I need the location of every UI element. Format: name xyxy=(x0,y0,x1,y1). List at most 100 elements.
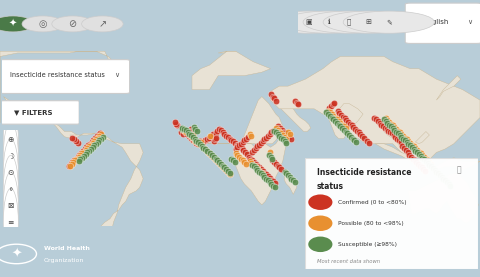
Point xyxy=(178,127,185,131)
Text: World Health: World Health xyxy=(44,246,90,251)
Point xyxy=(328,115,336,120)
Point xyxy=(287,136,294,141)
Point xyxy=(83,145,90,150)
Circle shape xyxy=(263,11,354,33)
FancyBboxPatch shape xyxy=(1,101,79,124)
Point xyxy=(188,135,196,139)
Point xyxy=(409,156,417,161)
Point xyxy=(222,134,230,138)
Point xyxy=(78,151,86,156)
Point xyxy=(391,125,398,129)
Point xyxy=(333,120,341,125)
Point xyxy=(219,130,227,135)
Point xyxy=(191,139,198,143)
Point xyxy=(186,133,194,138)
Point xyxy=(429,166,437,170)
Point xyxy=(179,127,186,131)
Point xyxy=(228,138,235,142)
Point xyxy=(420,167,427,171)
Point xyxy=(365,141,373,145)
Point xyxy=(342,126,349,130)
Point xyxy=(282,131,289,135)
Point xyxy=(95,132,102,136)
Point xyxy=(266,149,274,154)
Point xyxy=(267,177,275,182)
Point xyxy=(184,132,192,136)
Point xyxy=(73,156,81,161)
Point xyxy=(211,156,218,161)
Point xyxy=(199,139,207,144)
Point xyxy=(187,135,195,140)
Point xyxy=(231,141,239,145)
Point xyxy=(259,173,266,177)
Point xyxy=(93,134,101,138)
Point xyxy=(343,118,350,122)
Polygon shape xyxy=(113,7,175,48)
Circle shape xyxy=(82,16,123,32)
Polygon shape xyxy=(70,133,143,248)
Point xyxy=(334,109,342,114)
Point xyxy=(224,169,232,173)
Point xyxy=(212,131,219,135)
Point xyxy=(231,160,239,164)
Point xyxy=(422,156,430,161)
Point xyxy=(417,151,424,156)
Point xyxy=(411,148,419,153)
Polygon shape xyxy=(408,173,478,222)
Point xyxy=(268,156,276,161)
Point xyxy=(275,124,282,129)
Text: ◎: ◎ xyxy=(38,19,47,29)
Point xyxy=(238,145,246,150)
Point xyxy=(248,158,256,163)
Point xyxy=(205,136,213,140)
Point xyxy=(82,148,89,152)
Point xyxy=(397,132,405,136)
Text: English: English xyxy=(423,19,449,25)
Point xyxy=(329,102,336,107)
Point xyxy=(388,131,396,135)
Point xyxy=(212,156,219,161)
Point xyxy=(180,129,188,133)
Point xyxy=(374,119,382,123)
Point xyxy=(396,130,404,135)
Point xyxy=(185,130,192,135)
Point xyxy=(403,137,410,142)
Point xyxy=(268,158,276,163)
Point xyxy=(378,122,385,127)
Point xyxy=(85,148,93,153)
Point xyxy=(391,127,398,132)
Point xyxy=(200,146,208,150)
Point xyxy=(401,138,409,142)
Point xyxy=(363,139,371,143)
Point xyxy=(326,110,334,114)
Point xyxy=(347,135,355,139)
Point xyxy=(229,158,237,163)
Circle shape xyxy=(3,122,18,190)
Point xyxy=(337,113,345,117)
Text: ☽: ☽ xyxy=(7,152,14,161)
Point xyxy=(276,134,283,138)
Point xyxy=(84,146,91,150)
Point xyxy=(431,168,438,172)
Point xyxy=(279,133,287,137)
Point xyxy=(74,155,82,159)
Point xyxy=(407,155,415,159)
Point xyxy=(282,136,290,141)
Point xyxy=(239,158,246,163)
Point xyxy=(393,136,401,141)
Point xyxy=(234,143,242,148)
Point xyxy=(327,104,335,108)
Point xyxy=(387,121,395,126)
Point xyxy=(76,153,84,157)
Point xyxy=(259,169,266,173)
Point xyxy=(380,117,388,122)
Point xyxy=(172,121,180,126)
Point xyxy=(257,141,265,145)
Point xyxy=(276,165,283,170)
Point xyxy=(224,135,232,139)
Point xyxy=(84,143,92,148)
Point xyxy=(324,108,332,113)
Polygon shape xyxy=(178,97,286,205)
Point xyxy=(221,167,229,171)
Point xyxy=(252,146,260,150)
